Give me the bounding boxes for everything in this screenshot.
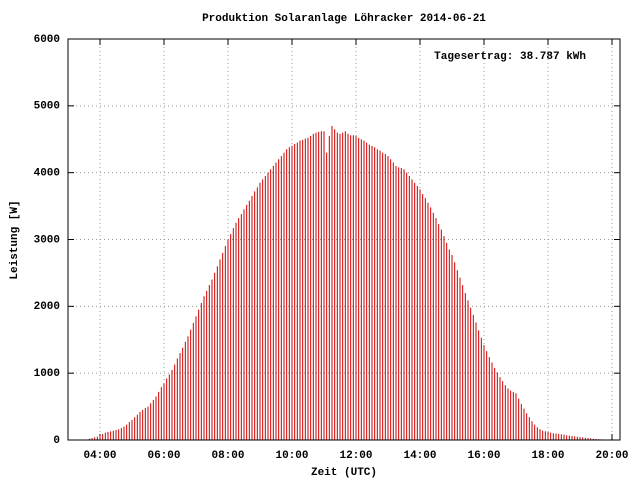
y-tick-label: 6000 <box>34 34 60 46</box>
x-tick-label: 06:00 <box>147 450 180 462</box>
y-tick-label: 2000 <box>34 301 60 313</box>
x-tick-label: 20:00 <box>595 450 628 462</box>
x-tick-label: 10:00 <box>275 450 308 462</box>
x-axis-label: Zeit (UTC) <box>311 467 377 479</box>
x-tick-label: 14:00 <box>403 450 436 462</box>
annotation: Tagesertrag: 38.787 kWh <box>434 51 586 63</box>
y-tick-label: 3000 <box>34 234 60 246</box>
y-tick-label: 5000 <box>34 101 60 113</box>
x-tick-label: 04:00 <box>83 450 116 462</box>
x-tick-label: 12:00 <box>339 450 372 462</box>
y-tick-label: 4000 <box>34 168 60 180</box>
x-tick-label: 08:00 <box>211 450 244 462</box>
y-axis-label: Leistung [W] <box>9 200 21 279</box>
chart-title: Produktion Solaranlage Löhracker 2014-06… <box>202 13 486 25</box>
x-tick-label: 18:00 <box>531 450 564 462</box>
plot-border <box>67 38 621 441</box>
y-tick-label: 1000 <box>34 368 60 380</box>
x-tick-label: 16:00 <box>467 450 500 462</box>
y-tick-label: 0 <box>53 435 60 447</box>
